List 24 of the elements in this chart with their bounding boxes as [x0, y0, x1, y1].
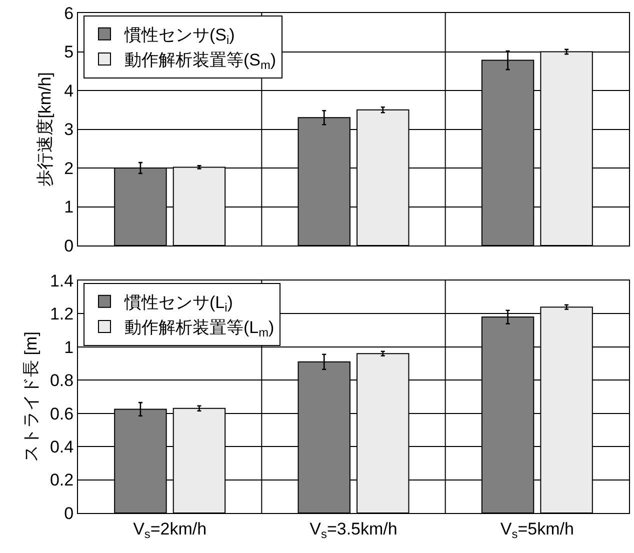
y-tick-label: 6 — [64, 4, 74, 23]
y-tick-label: 0.2 — [50, 470, 74, 490]
x-tick-label: V$_{s}$=2km/h — [133, 519, 207, 541]
y-tick-label: 0.4 — [50, 438, 74, 457]
x-tick-label: V$_{s}$=3.5km/h — [310, 519, 398, 541]
y-tick-label: 4 — [64, 81, 74, 100]
y-tick-label: 0.6 — [50, 404, 74, 424]
y-tick-label: 1.2 — [50, 304, 74, 324]
y-tick-label: 1.4 — [50, 271, 74, 290]
legend-label: 動作解析装置等(L$_{m}$) — [124, 318, 274, 340]
y-tick-label: 0 — [64, 236, 74, 256]
y-tick-label: 2 — [64, 158, 74, 178]
legend-label: 動作解析装置等(S$_{m}$) — [124, 50, 276, 72]
y-axis-title: ストライド長 [m] — [22, 332, 41, 462]
legend-label: 慣性センサ(S$_{i}$) — [124, 26, 235, 48]
y-tick-label: 0 — [64, 504, 74, 523]
y-tick-label: 1 — [64, 198, 74, 217]
x-tick-label: V$_{s}$=5km/h — [500, 519, 574, 541]
y-tick-label: 3 — [64, 120, 74, 140]
y-tick-label: 5 — [64, 42, 74, 62]
y-tick-label: 1 — [64, 338, 74, 357]
legend-label: 慣性センサ(L$_{i}$) — [124, 293, 233, 315]
y-tick-label: 0.8 — [50, 371, 74, 390]
y-axis-title: 歩行速度[km/h] — [36, 72, 55, 186]
